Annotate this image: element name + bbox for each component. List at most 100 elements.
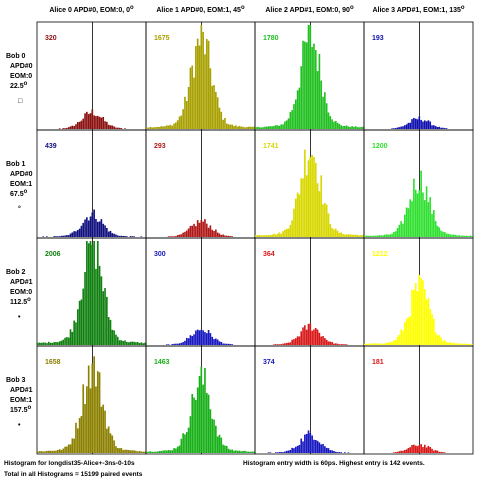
histogram-bar bbox=[95, 386, 97, 453]
histogram-bar bbox=[342, 126, 344, 129]
histogram-bar bbox=[89, 388, 92, 453]
histogram-bar bbox=[314, 327, 317, 345]
histogram-bar bbox=[153, 451, 155, 453]
histogram-bar bbox=[463, 343, 466, 345]
histogram-bar bbox=[289, 342, 292, 345]
histogram-bar bbox=[331, 228, 333, 237]
histogram-bar bbox=[371, 235, 373, 237]
histogram-bar bbox=[236, 126, 239, 129]
histogram-bar bbox=[238, 450, 241, 453]
histogram-bar bbox=[144, 342, 146, 345]
histogram-bar bbox=[273, 344, 275, 345]
histogram-bar bbox=[255, 235, 257, 237]
histogram-bar bbox=[247, 126, 250, 129]
histogram-bar bbox=[100, 117, 103, 129]
histogram-bar bbox=[113, 440, 115, 453]
histogram-bar bbox=[264, 126, 266, 129]
histogram-bar bbox=[135, 342, 137, 345]
histogram-bar bbox=[391, 341, 393, 345]
histogram-bar bbox=[198, 222, 201, 237]
histogram-bar bbox=[75, 422, 77, 453]
histogram-bar bbox=[245, 451, 248, 453]
histogram-bar bbox=[113, 233, 115, 237]
histogram-bar bbox=[436, 335, 439, 345]
histogram-bar bbox=[333, 121, 335, 129]
histogram-bar bbox=[402, 126, 404, 129]
histogram-bar bbox=[240, 126, 243, 129]
histogram-bar bbox=[327, 341, 330, 345]
histogram-bar bbox=[324, 446, 326, 453]
histogram-bar bbox=[396, 228, 399, 237]
histogram-bar bbox=[262, 235, 264, 237]
histogram-bar bbox=[344, 234, 346, 237]
histogram-bar bbox=[173, 448, 175, 453]
histogram-bar bbox=[280, 344, 283, 345]
histogram-bar bbox=[420, 444, 422, 453]
histogram-bar bbox=[182, 232, 184, 237]
histogram-bar bbox=[124, 236, 126, 237]
histogram-bar bbox=[278, 232, 281, 237]
histogram-bar bbox=[62, 448, 65, 453]
count-label: 374 bbox=[263, 359, 275, 366]
histogram-bar bbox=[396, 336, 399, 345]
row-2-marker: • bbox=[18, 314, 21, 321]
histogram-bar bbox=[115, 446, 117, 453]
histogram-bar bbox=[403, 125, 406, 129]
histogram-bar bbox=[296, 192, 299, 237]
histogram-bar bbox=[287, 118, 290, 129]
histogram-bar bbox=[131, 236, 134, 237]
histogram-bar bbox=[298, 444, 301, 453]
histogram-bar bbox=[42, 236, 45, 237]
histogram-bar bbox=[165, 450, 168, 453]
histogram-bar bbox=[195, 226, 197, 237]
histogram-bar bbox=[80, 299, 83, 345]
histogram-bar bbox=[331, 341, 333, 345]
histogram-bar bbox=[436, 225, 439, 237]
histogram-bar bbox=[58, 341, 61, 345]
histogram-bar bbox=[376, 235, 379, 237]
histogram-bar bbox=[66, 235, 68, 237]
count-label: 320 bbox=[45, 35, 57, 42]
histogram-bar bbox=[91, 244, 94, 345]
histogram-bar bbox=[89, 241, 92, 345]
histogram-bar bbox=[215, 425, 217, 453]
histogram-bar bbox=[171, 450, 174, 453]
histogram-bar bbox=[209, 68, 212, 129]
histogram-bar bbox=[69, 444, 72, 453]
histogram-bar bbox=[329, 341, 332, 345]
histogram-bar bbox=[158, 451, 161, 453]
histogram-bar bbox=[465, 344, 468, 345]
histogram-bar bbox=[334, 343, 337, 345]
histogram-bar bbox=[204, 332, 206, 345]
histogram-bar bbox=[156, 451, 159, 453]
histogram-bar bbox=[56, 236, 59, 237]
histogram-bar bbox=[294, 446, 297, 453]
cell-r1-c2: 1741 bbox=[254, 129, 365, 239]
histogram-bar bbox=[98, 265, 101, 345]
histogram-bar bbox=[224, 445, 226, 453]
histogram-bar bbox=[405, 449, 408, 453]
histogram-bar bbox=[362, 234, 364, 237]
histogram-bar bbox=[176, 446, 179, 453]
histogram-bar bbox=[425, 447, 428, 453]
count-label: 2006 bbox=[45, 251, 61, 258]
histogram-bar bbox=[393, 340, 395, 345]
histogram-bar bbox=[422, 121, 424, 129]
histogram-bar bbox=[285, 450, 288, 453]
histogram-bar bbox=[140, 342, 143, 345]
histogram-bar bbox=[305, 175, 308, 237]
row-0-label-0: Bob 0 bbox=[6, 53, 26, 60]
histogram-bar bbox=[178, 445, 181, 453]
histogram-bar bbox=[318, 53, 321, 129]
histogram-bar bbox=[271, 234, 273, 237]
histogram-bar bbox=[356, 234, 359, 237]
histogram-bar bbox=[314, 439, 317, 453]
histogram-bar bbox=[151, 451, 154, 453]
histogram-bar bbox=[440, 451, 442, 453]
histogram-bar bbox=[209, 225, 212, 237]
histogram-bar bbox=[438, 126, 441, 129]
histogram-bar bbox=[244, 450, 246, 453]
histogram-bar bbox=[167, 125, 170, 129]
histogram-bar bbox=[443, 452, 446, 453]
histogram-bar bbox=[142, 343, 145, 345]
